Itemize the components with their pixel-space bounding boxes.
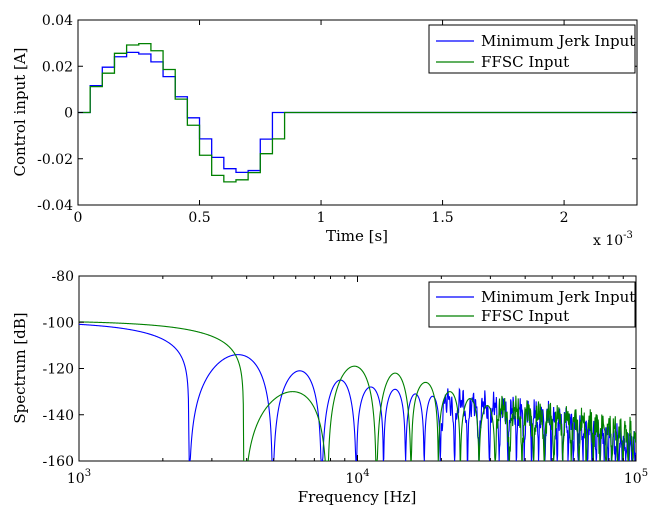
bottom-y-axis-label: Spectrum [dB] xyxy=(11,312,29,423)
top-x-multiplier-exponent: -3 xyxy=(623,230,633,241)
top-y-axis-label: Control input [A] xyxy=(11,47,29,176)
top-y-tick-label: 0.02 xyxy=(42,59,73,75)
bottom-x-tick-label: 105 xyxy=(624,468,648,487)
bottom-legend-label-ffsc: FFSC Input xyxy=(481,307,569,325)
top-y-tick-label: -0.02 xyxy=(37,152,73,168)
top-x-tick-label: 2 xyxy=(560,210,569,226)
top-legend-label-minimum-jerk: Minimum Jerk Input xyxy=(481,32,635,50)
spectrum-plot: 103 104 105 -160 -140 -120 -100 -80 Frequency [… xyxy=(11,269,648,506)
top-x-tick-label: 0 xyxy=(74,210,83,226)
bottom-y-tick-label: -160 xyxy=(43,454,74,470)
bottom-series-group xyxy=(79,321,636,461)
bottom-y-tick-label: -120 xyxy=(43,362,74,378)
bottom-legend-label-minimum-jerk: Minimum Jerk Input xyxy=(481,288,635,306)
bottom-y-tick-label: -140 xyxy=(43,408,74,424)
bottom-y-tick-label: -100 xyxy=(43,315,74,331)
top-x-tick-label: 1.5 xyxy=(431,210,453,226)
bottom-legend: Minimum Jerk Input FFSC Input xyxy=(428,281,636,328)
control-input-plot: 0 0.5 1 1.5 2 -0.04 -0.02 0 0.02 0.04 Time [s] Co… xyxy=(11,13,638,249)
bottom-legend-box xyxy=(428,281,636,328)
top-y-tick-label: -0.04 xyxy=(37,198,73,214)
top-x-tick-label: 0.5 xyxy=(188,210,210,226)
top-y-tick-label: 0.04 xyxy=(42,13,73,29)
top-legend: Minimum Jerk Input FFSC Input xyxy=(428,24,636,74)
top-series-group xyxy=(78,42,637,183)
top-series-line-ffsc xyxy=(78,42,637,183)
bottom-x-tick-label: 104 xyxy=(345,468,369,487)
top-x-axis-label: Time [s] xyxy=(326,227,388,245)
bottom-series-line-ffsc xyxy=(79,321,636,461)
top-x-multiplier-base: x 10 xyxy=(593,233,623,249)
top-x-tick-label: 1 xyxy=(317,210,326,226)
top-legend-box xyxy=(428,24,636,74)
bottom-x-tick-label: 103 xyxy=(67,468,91,487)
top-y-tick-label: 0 xyxy=(64,106,73,122)
bottom-ticks-group: 103 104 105 -160 -140 -120 -100 -80 xyxy=(43,269,649,487)
bottom-series-line-minimum-jerk xyxy=(79,323,636,461)
bottom-x-axis-label: Frequency [Hz] xyxy=(298,488,417,506)
top-legend-label-ffsc: FFSC Input xyxy=(481,53,569,71)
bottom-y-tick-label: -80 xyxy=(51,269,74,285)
top-ticks-group: 0 0.5 1 1.5 2 -0.04 -0.02 0 0.02 0.04 xyxy=(37,13,637,226)
top-x-multiplier: x 10-3 xyxy=(593,230,633,249)
